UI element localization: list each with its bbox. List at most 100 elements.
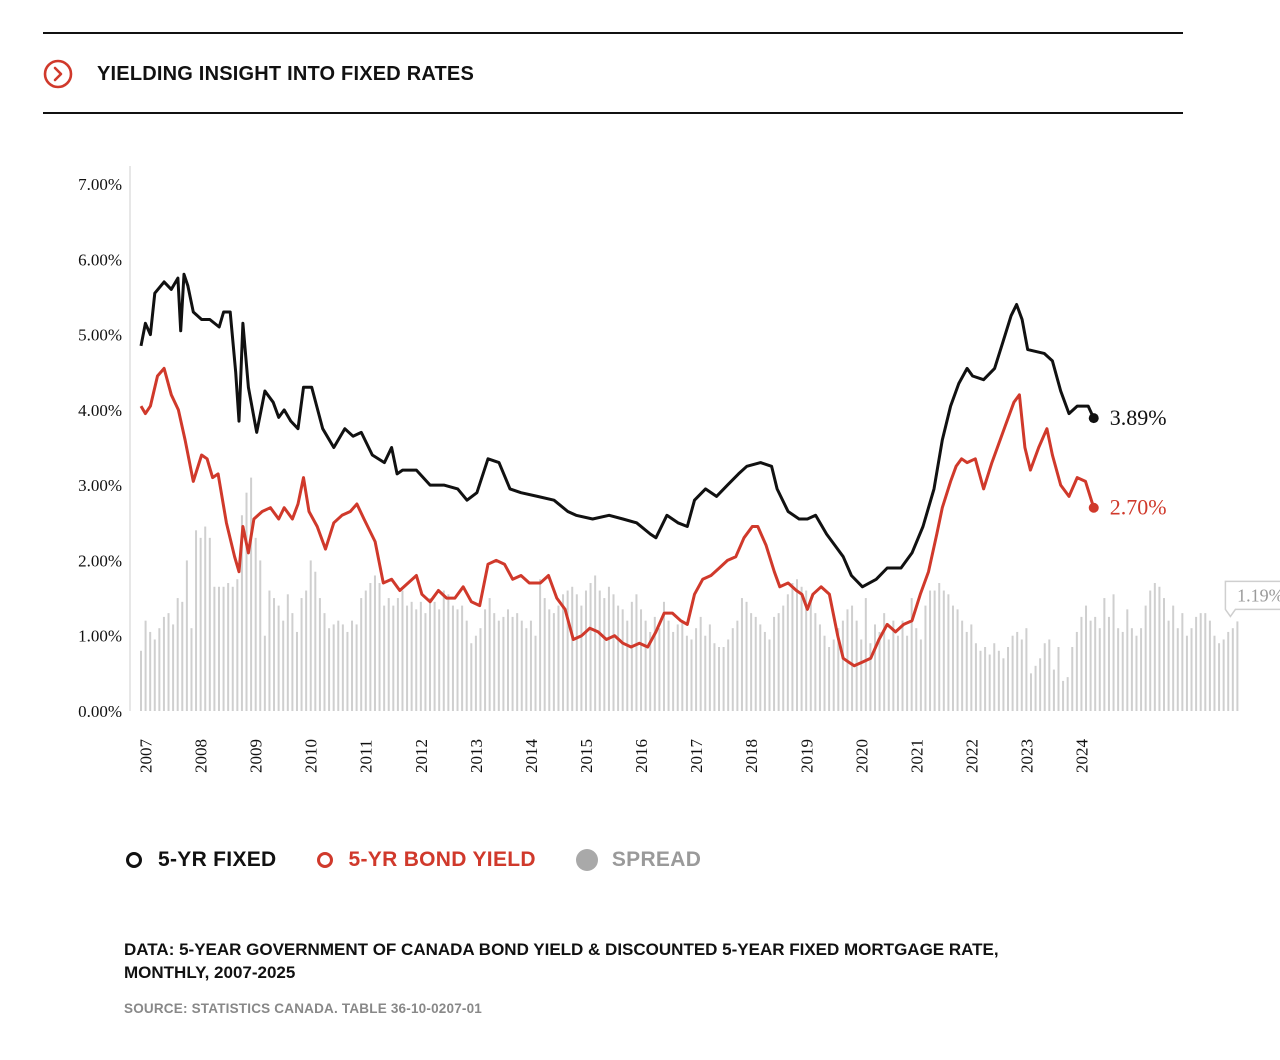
spread-bar <box>1153 583 1156 711</box>
spread-bar <box>286 594 289 711</box>
spread-bar <box>1071 647 1074 711</box>
spread-bar <box>447 594 450 711</box>
spread-bar <box>181 601 184 711</box>
spread-bar <box>759 624 762 711</box>
spread-bar <box>236 579 239 711</box>
spread-bar <box>351 620 354 711</box>
spread-bar <box>869 643 872 711</box>
legend-item-fixed[interactable]: 5-YR FIXED <box>126 848 277 872</box>
spread-bar <box>773 616 776 711</box>
x-tick-label: 2012 <box>412 739 431 773</box>
spread-bar <box>516 613 519 711</box>
chevron-right-circle-icon[interactable] <box>43 59 73 89</box>
spread-bar <box>823 635 826 711</box>
spread-bar <box>529 620 532 711</box>
spread-bar <box>254 537 257 711</box>
spread-bar <box>231 586 234 711</box>
spread-bar <box>878 631 881 711</box>
spread-bar <box>676 624 679 711</box>
spread-bar <box>1066 677 1069 711</box>
spread-bar <box>1190 628 1193 711</box>
spread-bar <box>603 598 606 711</box>
spread-bar <box>929 590 932 711</box>
spread-bar <box>424 613 427 711</box>
spread-bar <box>837 628 840 711</box>
legend-item-spread[interactable]: SPREAD <box>575 848 702 872</box>
spread-bar <box>172 624 175 711</box>
x-tick-label: 2011 <box>357 740 376 773</box>
spread-bar <box>1112 594 1115 711</box>
spread-bar <box>1199 613 1202 711</box>
spread-bar <box>658 628 661 711</box>
spread-bar <box>938 583 941 711</box>
spread-bar <box>887 639 890 711</box>
spread-bar <box>873 624 876 711</box>
spread-bar <box>185 560 188 711</box>
y-tick-label: 1.00% <box>78 627 122 646</box>
spread-bar <box>470 643 473 711</box>
chart-legend: 5-YR FIXED 5-YR BOND YIELD SPREAD <box>126 848 741 872</box>
spread-bar <box>557 605 560 711</box>
spread-bar <box>809 601 812 711</box>
spread-bar <box>1135 635 1138 711</box>
spread-bar <box>401 590 404 711</box>
spread-bar <box>841 620 844 711</box>
x-tick-label: 2022 <box>962 739 981 773</box>
spread-bar <box>750 613 753 711</box>
spread-bar <box>800 586 803 711</box>
spread-bar <box>961 620 964 711</box>
spread-bar <box>552 613 555 711</box>
spread-bar <box>713 643 716 711</box>
spread-bar <box>832 639 835 711</box>
spread-bar <box>1185 635 1188 711</box>
spread-bar <box>1149 590 1152 711</box>
x-tick-label: 2016 <box>632 739 651 773</box>
spread-bar <box>704 635 707 711</box>
spread-bar <box>736 620 739 711</box>
spread-bar <box>621 609 624 711</box>
spread-bar <box>332 624 335 711</box>
spread-bar <box>851 605 854 711</box>
legend-item-bond[interactable]: 5-YR BOND YIELD <box>316 848 536 872</box>
spread-bar <box>337 620 340 711</box>
spread-bar <box>1195 616 1198 711</box>
spread-bar <box>1002 658 1005 711</box>
spread-bar <box>438 609 441 711</box>
spread-bar <box>745 601 748 711</box>
spread-bar <box>263 635 266 711</box>
spread-bar <box>919 639 922 711</box>
fixed-last-value-label: 3.89% <box>1110 405 1167 430</box>
spread-bar <box>699 616 702 711</box>
legend-spread-label: SPREAD <box>611 848 702 871</box>
spread-bar <box>415 609 418 711</box>
y-tick-label: 6.00% <box>78 250 122 269</box>
spread-callout: 1.19% <box>1224 580 1280 618</box>
spread-bar <box>1181 613 1184 711</box>
spread-bar <box>383 605 386 711</box>
spread-bar <box>626 620 629 711</box>
spread-bar <box>695 628 698 711</box>
spread-bar <box>474 635 477 711</box>
spread-bar <box>993 643 996 711</box>
spread-bar <box>396 598 399 711</box>
spread-bar <box>974 643 977 711</box>
spread-bar <box>1163 598 1166 711</box>
spread-bar <box>534 635 537 711</box>
spread-bar <box>984 647 987 711</box>
spread-bar <box>300 598 303 711</box>
spread-bar <box>1103 598 1106 711</box>
spread-bar <box>291 613 294 711</box>
y-tick-label: 0.00% <box>78 702 122 721</box>
spread-bar <box>1213 635 1216 711</box>
spread-bar <box>378 583 381 711</box>
spread-bar <box>805 590 808 711</box>
spread-bar <box>1208 620 1211 711</box>
spread-bar <box>199 537 202 711</box>
spread-bar <box>1085 605 1088 711</box>
x-tick-label: 2010 <box>302 739 321 773</box>
spread-bar <box>309 560 312 711</box>
spread-bar <box>419 601 422 711</box>
spread-bar <box>240 515 243 711</box>
spread-bar <box>429 598 432 711</box>
x-tick-label: 2024 <box>1073 739 1092 774</box>
